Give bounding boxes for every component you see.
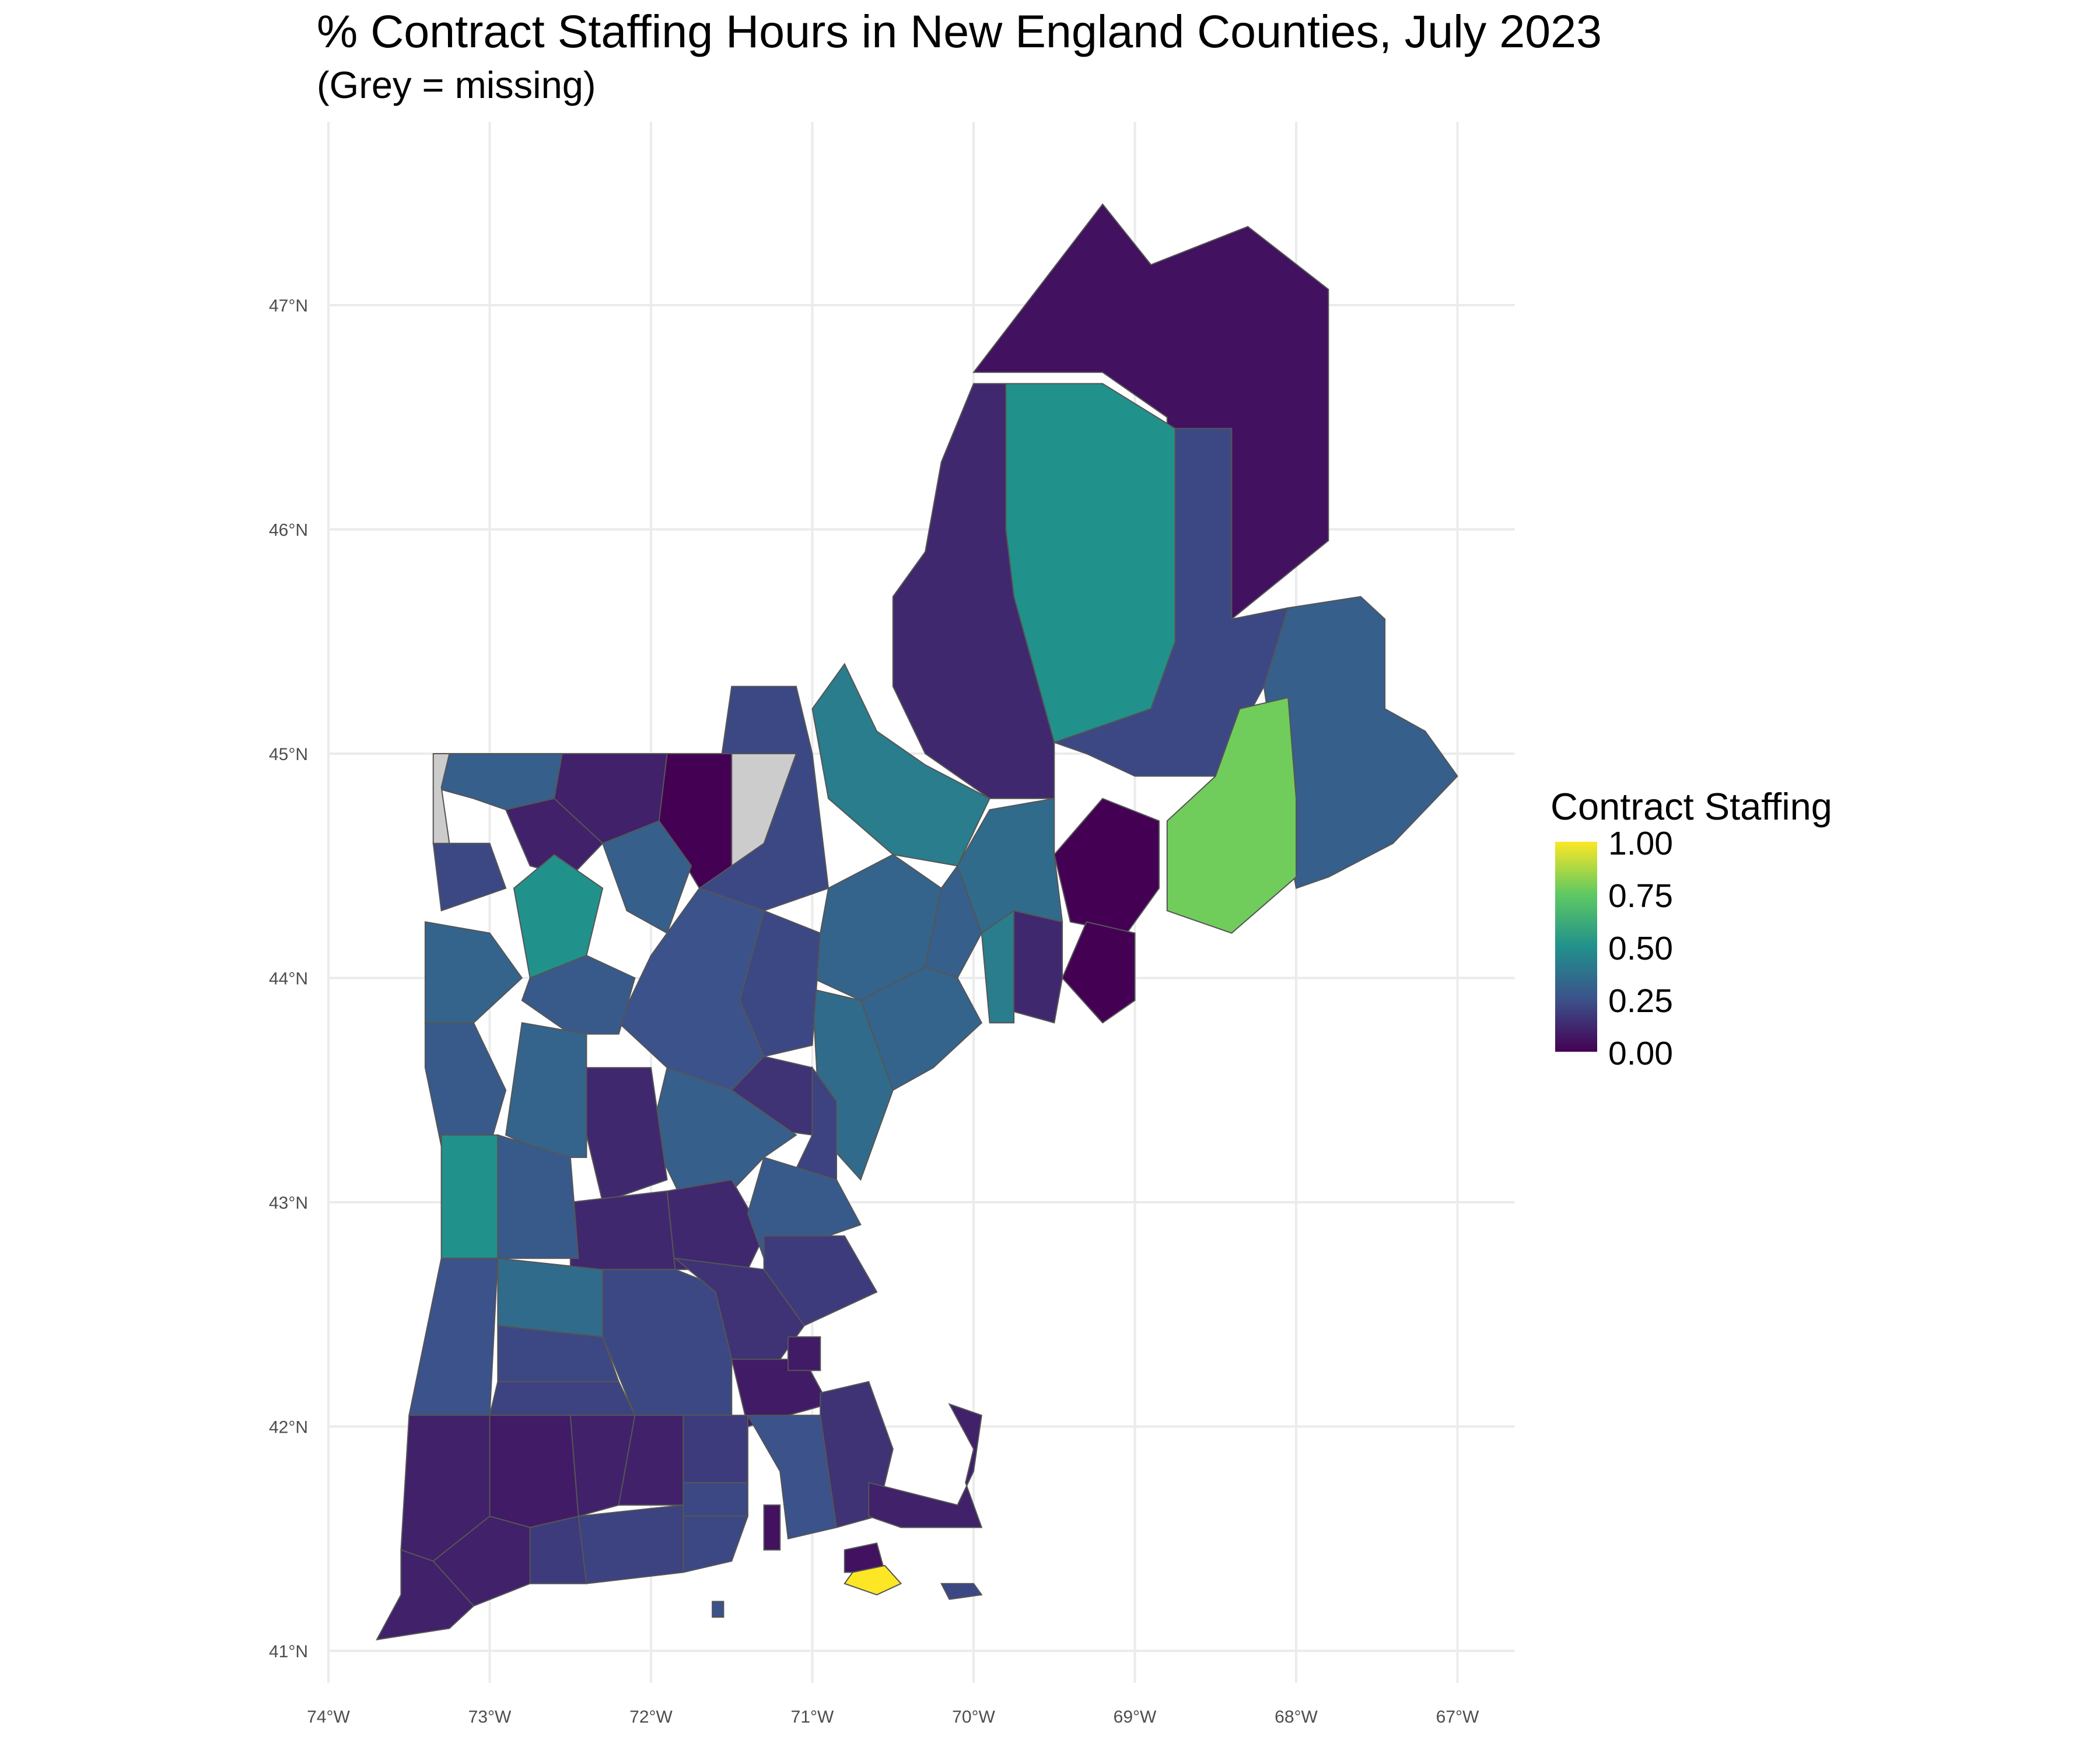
- county-region: [972, 203, 1329, 620]
- county-region: [505, 1022, 587, 1158]
- lon-tick-label: 69°W: [1114, 1707, 1157, 1727]
- county-region: [868, 1403, 983, 1528]
- county-region: [1052, 428, 1289, 777]
- county-region: [731, 753, 797, 867]
- county-region: [940, 1583, 983, 1600]
- county-region: [432, 842, 507, 912]
- map-title: % Contract Staffing Hours in New England…: [317, 5, 1602, 57]
- lat-tick-label: 45°N: [269, 745, 308, 764]
- county-region: [521, 954, 636, 1035]
- legend-label-5: 0.00: [1608, 1035, 1673, 1072]
- county-region: [981, 909, 1015, 1024]
- county-region: [440, 1134, 499, 1259]
- lon-tick-label: 74°W: [307, 1707, 350, 1727]
- county-region: [1166, 696, 1297, 934]
- lat-tick-label: 47°N: [269, 296, 308, 316]
- legend-label-3: 0.50: [1608, 930, 1673, 967]
- county-region: [682, 1482, 748, 1517]
- county-region: [569, 1190, 676, 1270]
- county-region: [763, 1504, 781, 1550]
- lon-tick-label: 73°W: [468, 1707, 512, 1727]
- lon-tick-label: 67°W: [1436, 1707, 1479, 1727]
- legend-label-2: 0.75: [1608, 877, 1673, 915]
- county-region: [586, 1067, 668, 1203]
- county-region: [747, 1415, 838, 1540]
- lat-tick-label: 46°N: [269, 521, 308, 540]
- county-region: [513, 853, 604, 979]
- county-region: [666, 1179, 765, 1270]
- county-region: [432, 753, 450, 844]
- lon-tick-label: 68°W: [1275, 1707, 1318, 1727]
- legend-title: Contract Staffing: [1550, 785, 1832, 828]
- lon-tick-label: 70°W: [952, 1707, 995, 1727]
- lat-tick-label: 43°N: [269, 1194, 308, 1213]
- legend-label-1: 1.00: [1608, 825, 1673, 862]
- county-region: [788, 1336, 821, 1371]
- county-region: [1061, 921, 1136, 1024]
- county-region: [601, 820, 692, 935]
- county-region: [682, 1415, 748, 1483]
- county-region: [658, 753, 733, 890]
- county-region: [1054, 797, 1160, 934]
- county-region: [489, 1381, 636, 1416]
- county-region: [682, 1516, 749, 1573]
- county-region: [712, 1601, 724, 1618]
- map-subtitle: (Grey = missing): [317, 64, 596, 106]
- county-region: [1013, 909, 1063, 1024]
- lat-tick-label: 41°N: [269, 1642, 308, 1661]
- county-region: [578, 1504, 684, 1584]
- lat-tick-label: 44°N: [269, 970, 308, 989]
- county-region: [489, 1415, 579, 1528]
- county-region: [505, 797, 604, 878]
- lon-tick-label: 72°W: [629, 1707, 673, 1727]
- county-region: [844, 1564, 902, 1595]
- county-region: [763, 1235, 878, 1326]
- county-region: [424, 1022, 507, 1147]
- lon-tick-label: 71°W: [791, 1707, 834, 1727]
- county-region: [497, 1257, 604, 1338]
- county-region: [497, 1134, 579, 1259]
- county-region: [529, 1516, 587, 1584]
- lat-tick-label: 42°N: [269, 1418, 308, 1437]
- legend-color-bar: [1555, 842, 1597, 1052]
- legend-label-4: 0.25: [1608, 982, 1673, 1020]
- county-region: [424, 921, 523, 1024]
- county-region: [408, 1258, 499, 1416]
